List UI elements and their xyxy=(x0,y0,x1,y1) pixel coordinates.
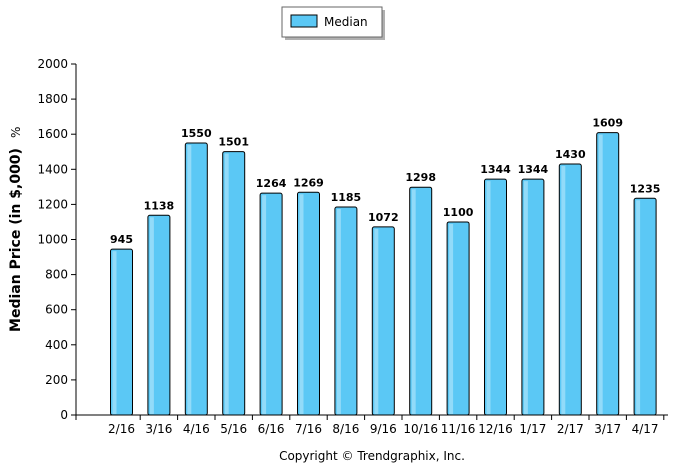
bar-highlight xyxy=(112,251,117,414)
x-tick-label: 10/16 xyxy=(403,422,438,436)
y-tick-label: 1400 xyxy=(37,162,68,176)
bar-highlight xyxy=(449,223,454,414)
x-tick-label: 1/17 xyxy=(519,422,546,436)
x-tick-label: 8/16 xyxy=(332,422,359,436)
data-label: 945 xyxy=(110,233,133,246)
x-tick-label: 7/16 xyxy=(295,422,322,436)
data-label: 1072 xyxy=(368,211,399,224)
data-label: 1138 xyxy=(144,199,175,212)
bar-highlight xyxy=(224,153,229,414)
data-label: 1430 xyxy=(555,148,586,161)
legend-swatch xyxy=(290,14,318,28)
x-tick-label: 5/16 xyxy=(220,422,247,436)
copyright: Copyright © Trendgraphix, Inc. xyxy=(279,449,465,463)
y-tick-label: 600 xyxy=(45,303,68,317)
y-ticks: 0 200 400 600 800 1000 1200 1400 1600 1800 2000 xyxy=(37,57,76,422)
x-tick-label: 3/17 xyxy=(594,422,621,436)
y-tick-label: 200 xyxy=(45,373,68,387)
bar-highlight xyxy=(336,209,341,414)
data-label: 1264 xyxy=(256,177,287,190)
y-axis-title: Median Price (in $,000) xyxy=(8,148,24,332)
y-tick-label: 1600 xyxy=(37,127,68,141)
y-tick-label: 1200 xyxy=(37,197,68,211)
x-tick-label: 2/17 xyxy=(557,422,584,436)
legend: Median xyxy=(281,6,385,40)
bar-highlight xyxy=(598,134,603,415)
data-label: 1100 xyxy=(443,206,474,219)
bar-highlight xyxy=(411,189,416,414)
x-tick-label: 2/16 xyxy=(108,422,135,436)
y-tick-label: 2000 xyxy=(37,57,68,71)
bar-highlight xyxy=(299,194,304,414)
bar-highlight xyxy=(187,144,192,414)
bar-highlight xyxy=(636,200,641,414)
x-tick-label: 6/16 xyxy=(258,422,285,436)
data-label: 1269 xyxy=(293,176,324,189)
data-label: 1550 xyxy=(181,127,212,140)
x-ticks: 2/16 3/16 4/16 5/16 6/16 7/16 8/16 9/16 10/16 11/… xyxy=(75,415,665,436)
data-label: 1501 xyxy=(218,136,249,149)
data-label: 1298 xyxy=(405,171,436,184)
bar-highlight xyxy=(262,195,267,414)
legend-label: Median xyxy=(324,15,368,29)
bar-highlight xyxy=(374,228,379,414)
data-label: 1344 xyxy=(518,163,549,176)
bar-highlight xyxy=(523,181,528,414)
bars: 945 1138 1550 1501 1264 1269 1185 1072 1298 1100 1… xyxy=(110,117,661,416)
bar-highlight xyxy=(149,217,154,414)
y-tick-label: 1000 xyxy=(37,233,68,247)
x-tick-label: 4/16 xyxy=(183,422,210,436)
bar-highlight xyxy=(561,166,566,414)
data-label: 1609 xyxy=(592,117,623,130)
x-tick-label: 11/16 xyxy=(441,422,476,436)
x-tick-label: 3/16 xyxy=(145,422,172,436)
y-tick-label: 800 xyxy=(45,268,68,282)
data-label: 1185 xyxy=(331,191,362,204)
x-tick-label: 12/16 xyxy=(478,422,513,436)
x-tick-label: 4/17 xyxy=(632,422,659,436)
bar-highlight xyxy=(486,181,491,414)
data-label: 1235 xyxy=(630,182,661,195)
y-tick-label: 1800 xyxy=(37,92,68,106)
y-tick-label: 400 xyxy=(45,338,68,352)
y-axis-title-suffix: % xyxy=(9,127,23,138)
x-tick-label: 9/16 xyxy=(370,422,397,436)
data-label: 1344 xyxy=(480,163,511,176)
y-tick-label: 0 xyxy=(60,408,68,422)
